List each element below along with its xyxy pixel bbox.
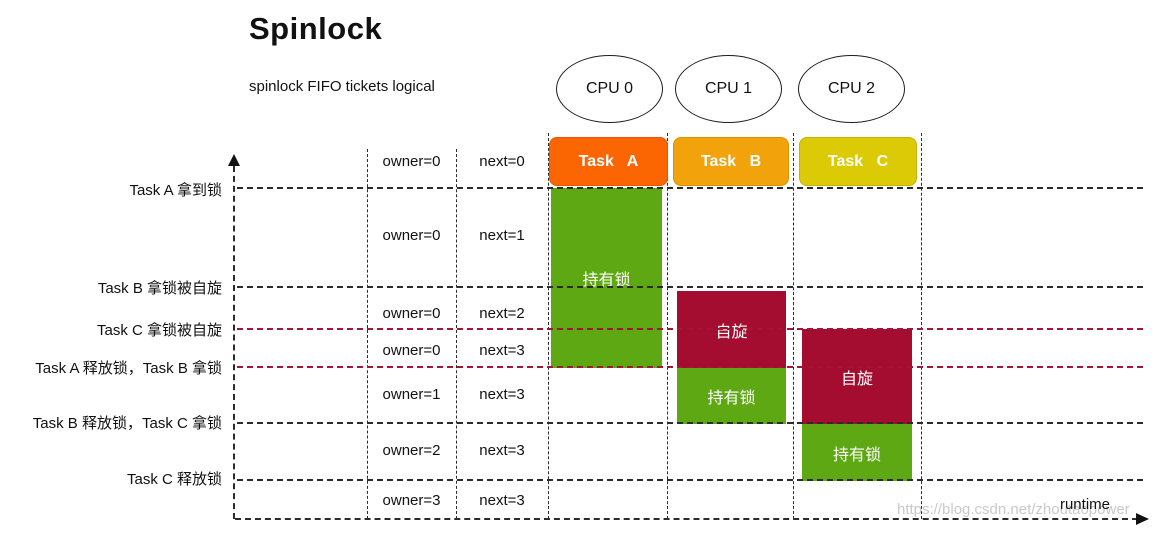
- page-subtitle: spinlock FIFO tickets logical: [249, 78, 435, 95]
- cpu0-ellipse: CPU 0: [556, 55, 663, 123]
- grid-vline-cpu2-right: [921, 133, 922, 519]
- task-c-hold-label: 持有锁: [832, 446, 881, 464]
- gridline-task-c-spinning: [237, 328, 1143, 330]
- event-label-task-c-release: Task C 释放锁: [126, 471, 222, 488]
- task-c-spin-bar: 自旋: [802, 329, 912, 424]
- task-c-label: Task C: [827, 152, 889, 170]
- event-label-task-b-spinning: Task B 拿锁被自旋: [97, 280, 222, 297]
- task-b-label: Task B: [700, 152, 762, 170]
- task-a-hold-label: 持有锁: [582, 272, 631, 289]
- gridline-task-c-release: [237, 479, 1143, 481]
- next-value-row2: next=1: [479, 227, 525, 244]
- next-value-row3: next=2: [479, 305, 525, 322]
- grid-vline-cpu1-left: [667, 133, 668, 519]
- owner-value-row4: owner=0: [382, 342, 441, 359]
- cpu2-ellipse: CPU 2: [798, 55, 905, 123]
- gridline-task-a-locked: [237, 187, 1143, 189]
- task-b-spin-label: 自旋: [715, 323, 748, 341]
- gridline-task-a-release: [237, 366, 1143, 368]
- y-axis-line: [233, 166, 235, 519]
- task-b-box: Task B: [673, 137, 789, 186]
- page-title: Spinlock: [249, 11, 383, 46]
- task-c-box: Task C: [799, 137, 917, 186]
- grid-vline-owner-next-divider: [456, 149, 457, 519]
- task-b-hold-label: 持有锁: [707, 390, 756, 407]
- owner-value-row3: owner=0: [382, 305, 441, 322]
- event-label-task-c-spinning: Task C 拿锁被自旋: [96, 322, 222, 339]
- cpu2-label: CPU 2: [827, 80, 876, 97]
- cpu0-label: CPU 0: [585, 80, 634, 97]
- next-value-row4: next=3: [479, 342, 525, 359]
- next-value-row7: next=3: [479, 492, 525, 509]
- next-value-row6: next=3: [479, 442, 525, 459]
- y-axis-arrow-icon: [228, 154, 240, 166]
- grid-vline-cpu2-left: [793, 133, 794, 519]
- task-a-hold-bar: 持有锁: [551, 188, 662, 368]
- owner-value-row5: owner=1: [382, 386, 441, 403]
- event-label-task-a-release: Task A 释放锁，Task B 拿锁: [35, 360, 222, 377]
- task-c-hold-bar: 持有锁: [802, 424, 912, 481]
- owner-value-row2: owner=0: [382, 227, 441, 244]
- gridline-task-b-release: [237, 422, 1143, 424]
- next-value-row5: next=3: [479, 386, 525, 403]
- cpu1-ellipse: CPU 1: [675, 55, 782, 123]
- task-a-label: Task A: [578, 152, 639, 170]
- next-value-row1: next=0: [479, 153, 525, 170]
- event-label-task-a-locked: Task A 拿到锁: [129, 182, 222, 199]
- cpu1-label: CPU 1: [704, 80, 753, 97]
- owner-value-row7: owner=3: [382, 492, 441, 509]
- task-b-hold-bar: 持有锁: [677, 368, 786, 424]
- watermark-url: https://blog.csdn.net/zhoutaopower: [897, 501, 1130, 518]
- event-label-task-b-release: Task B 释放锁，Task C 拿锁: [32, 415, 222, 432]
- grid-vline-owner-left: [367, 149, 368, 519]
- task-c-spin-label: 自旋: [840, 370, 873, 388]
- owner-value-row6: owner=2: [382, 442, 441, 459]
- task-a-box: Task A: [549, 137, 668, 186]
- owner-value-row1: owner=0: [382, 153, 441, 170]
- gridline-task-b-spinning: [237, 286, 1143, 288]
- runtime-axis-label: runtime: [1059, 496, 1110, 513]
- x-axis-line: [235, 518, 1138, 520]
- x-axis-arrow-icon: [1136, 513, 1149, 525]
- grid-vline-cpu0-left: [548, 133, 549, 519]
